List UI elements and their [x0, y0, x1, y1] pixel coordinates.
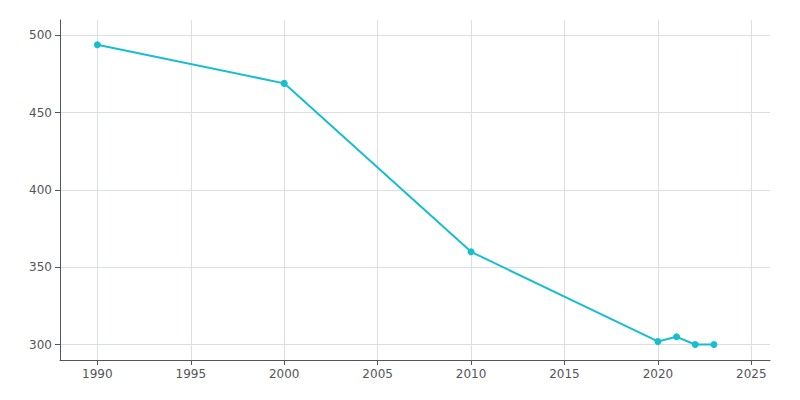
svg-text:2025: 2025: [736, 367, 767, 381]
svg-text:300: 300: [29, 338, 52, 352]
svg-text:2005: 2005: [362, 367, 393, 381]
svg-text:400: 400: [29, 183, 52, 197]
svg-text:1990: 1990: [82, 367, 113, 381]
svg-text:450: 450: [29, 106, 52, 120]
svg-text:500: 500: [29, 28, 52, 42]
svg-text:350: 350: [29, 260, 52, 274]
svg-text:2020: 2020: [643, 367, 674, 381]
svg-text:2015: 2015: [549, 367, 580, 381]
svg-text:2010: 2010: [456, 367, 487, 381]
svg-text:1995: 1995: [176, 367, 207, 381]
svg-text:2000: 2000: [269, 367, 300, 381]
